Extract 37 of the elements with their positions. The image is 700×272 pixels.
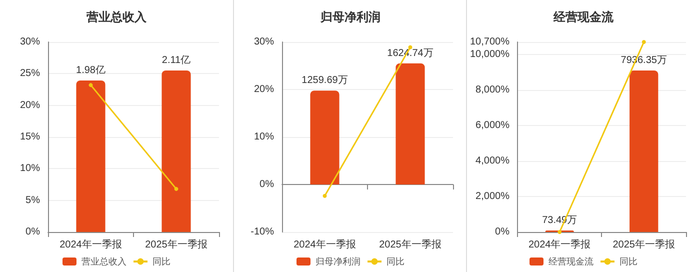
y-tick-label: 5% (26, 194, 40, 206)
y-tick-label: 20% (20, 100, 40, 111)
data-label: 1.98亿 (76, 64, 106, 76)
y-tick-label: 6,000% (476, 120, 510, 131)
y-tick-label: 10,700% (470, 36, 510, 48)
y-tick-label: 15% (20, 132, 40, 142)
chart-title: 营业总收入 (86, 10, 148, 24)
y-tick-label: 10% (254, 132, 274, 142)
legend-label: 营业总收入 (82, 256, 126, 266)
y-tick-label: 10% (20, 163, 40, 174)
y-tick-label: 20% (254, 84, 274, 95)
x-tick-label: 2024年一季报 (294, 238, 356, 250)
y-tick-label: -10% (250, 226, 274, 238)
x-tick-label: 2025年一季报 (145, 238, 208, 250)
x-tick-label: 2025年一季报 (612, 238, 675, 250)
chart-title: 经营现金流 (552, 10, 614, 24)
legend-label: 同比 (620, 256, 638, 266)
legend-label: 同比 (152, 256, 170, 266)
y-tick-label: 0% (495, 226, 510, 238)
y-tick-label: 0% (260, 179, 274, 190)
data-label: 1259.69万 (302, 75, 348, 86)
y-tick-label: 0% (26, 226, 40, 238)
x-tick-label: 2024年一季报 (528, 238, 591, 250)
x-tick-label: 2025年一季报 (379, 238, 442, 250)
chart-title: 归母净利润 (320, 10, 380, 24)
data-label: 2.11亿 (162, 55, 191, 66)
y-tick-label: 2,000% (476, 190, 510, 202)
legend-label: 归母净利润 (316, 256, 360, 266)
legend-label: 同比 (386, 256, 404, 266)
x-tick-label: 2024年一季报 (60, 238, 122, 250)
legend-label: 经营现金流 (548, 256, 594, 266)
y-tick-label: 10,000% (470, 48, 510, 60)
y-tick-label: 30% (254, 36, 274, 48)
y-tick-label: 8,000% (476, 84, 510, 96)
y-tick-label: 4,000% (476, 155, 510, 166)
y-tick-label: 30% (20, 36, 40, 48)
y-tick-label: 25% (20, 68, 40, 80)
